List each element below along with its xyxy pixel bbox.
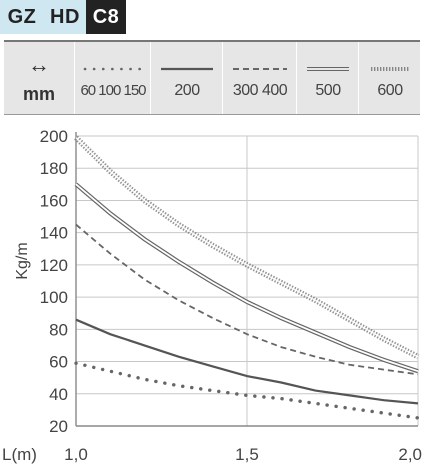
legend-label-solid: 200 [174,82,200,99]
dotted-line-sample [83,67,143,71]
chart-canvas: 20 40 60 80 100 120 140 160 180 200 1,0 1,5 2,0 Kg/m L… [2,127,422,464]
tag-bar: GZ HD C8 [0,0,126,34]
legend-label-zigzag: 600 [377,82,403,99]
zigzag-line-sample [371,67,409,71]
legend-item-zigzag: 600 [358,42,421,114]
double-line-sample [307,66,349,72]
chart-axes [75,132,418,427]
chart-series [74,135,420,420]
legend-unit-cell: ↔ mm [4,42,74,114]
chart-grid [75,135,419,427]
x-axis-label: L(m) [2,445,37,464]
y-tick-label: 160 [40,191,68,210]
legend-item-double: 500 [296,42,359,114]
y-axis-label: Kg/m [14,242,31,279]
y-tick-label: 60 [49,353,68,372]
dashed-line-sample [233,68,287,70]
y-tick-label: 80 [49,320,68,339]
x-tick-label: 2,0 [398,445,422,464]
legend-unit-label: mm [22,84,55,104]
series-line-dotted [74,361,420,420]
y-tick-label: 40 [49,385,68,404]
solid-line-sample [161,67,213,71]
y-tick-label: 120 [40,256,68,275]
legend-item-dotted: 60 100 150 [74,42,151,114]
legend-item-dashed: 300 400 [222,42,297,114]
x-tick-label: 1,5 [235,445,259,464]
y-tick-label: 180 [40,159,68,178]
legend-label-dotted: 60 100 150 [80,82,146,99]
x-tick-label: 1,0 [64,445,88,464]
y-tick-label: 200 [40,127,68,146]
horizontal-arrows-icon: ↔ [28,52,50,77]
y-tick-label: 100 [40,288,68,307]
series-line-solid [75,318,419,405]
y-tick-label: 140 [40,224,68,243]
series-line-dashed [75,223,419,376]
legend-label-double: 500 [315,82,341,99]
y-tick-label: 20 [49,417,68,436]
chart-tick-labels: 20 40 60 80 100 120 140 160 180 200 1,0 1,5 2,0 Kg/m L… [2,127,422,464]
legend-label-dashed: 300 400 [232,82,288,99]
load-chart: 20 40 60 80 100 120 140 160 180 200 1,0 1,5 2,0 Kg/m L… [0,118,424,467]
line-style-legend: ↔ mm 60 100 150 200 300 400 500 600 [4,40,420,115]
series-line-zigzag [74,135,420,360]
tag-gz: GZ [0,0,44,34]
tag-c8: C8 [86,0,126,34]
tag-hd: HD [44,0,86,34]
legend-item-solid: 200 [150,42,223,114]
series-line-double [74,182,419,374]
